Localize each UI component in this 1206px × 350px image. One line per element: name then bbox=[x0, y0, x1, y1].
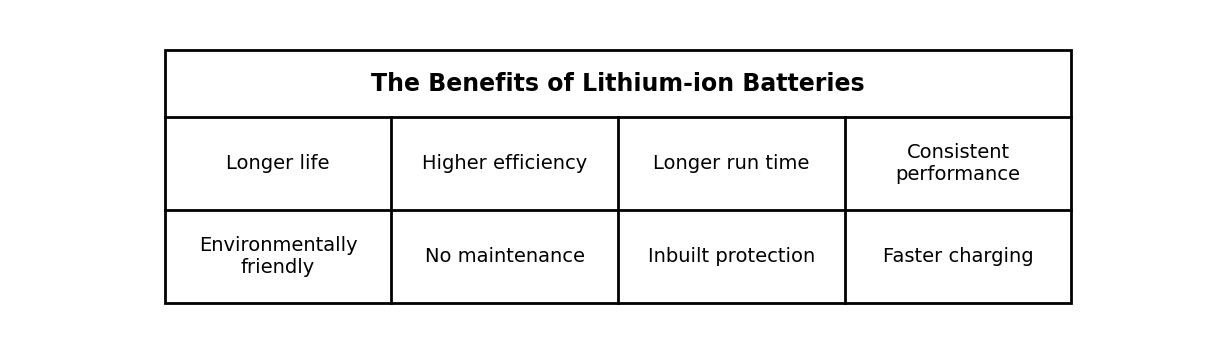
Text: Longer life: Longer life bbox=[227, 154, 330, 173]
Text: Environmentally
friendly: Environmentally friendly bbox=[199, 236, 357, 277]
Text: No maintenance: No maintenance bbox=[425, 247, 585, 266]
Text: Faster charging: Faster charging bbox=[883, 247, 1034, 266]
Text: The Benefits of Lithium-ion Batteries: The Benefits of Lithium-ion Batteries bbox=[371, 72, 865, 96]
Text: Higher efficiency: Higher efficiency bbox=[422, 154, 587, 173]
Text: Inbuilt protection: Inbuilt protection bbox=[648, 247, 815, 266]
Text: Longer run time: Longer run time bbox=[654, 154, 809, 173]
Text: Consistent
performance: Consistent performance bbox=[896, 143, 1020, 184]
